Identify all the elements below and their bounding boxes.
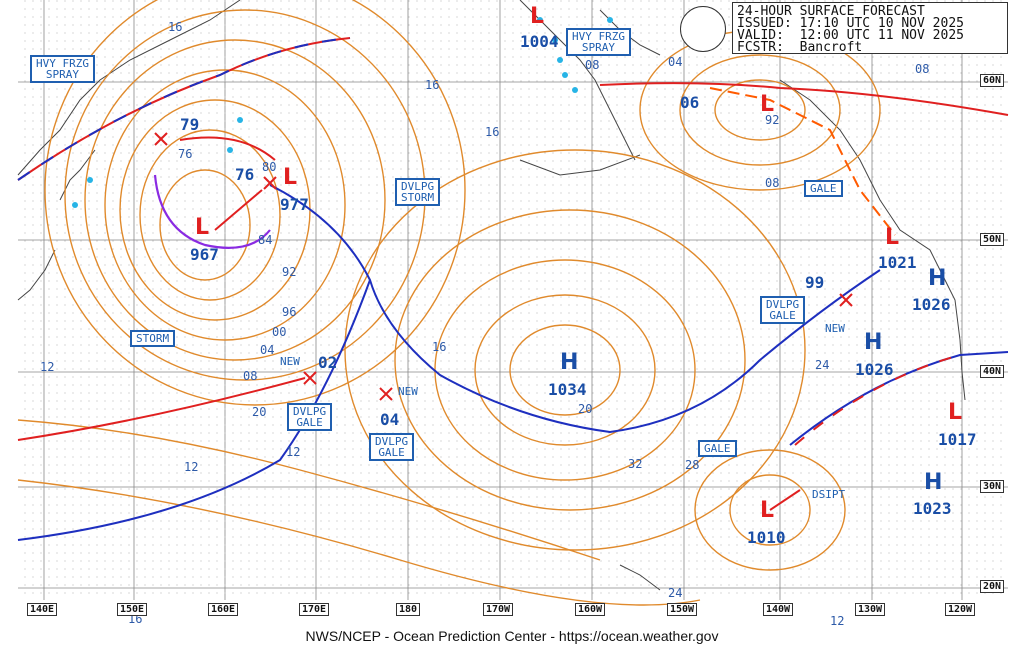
isobar-label: 16 [485, 125, 500, 139]
isobar-label: 24 [668, 586, 683, 600]
lat-label-50n: 50N [979, 233, 1004, 246]
lon-label: 120W [945, 603, 976, 616]
high-value-1026a: 1026 [912, 295, 951, 314]
lon-label: 140E [27, 603, 58, 616]
low-value-1017: 1017 [938, 430, 977, 449]
low-value-04: 04 [380, 410, 400, 429]
isobar-label: 12 [40, 360, 55, 374]
low-symbol-1017: L [948, 400, 963, 425]
info-forecaster: FCSTR: Bancroft [737, 40, 863, 55]
lat-label-30n: 30N [979, 480, 1004, 493]
lon-label: 170E [299, 603, 330, 616]
low-value-99: 99 [805, 273, 825, 292]
isobar-label: 20 [578, 402, 593, 416]
high-symbol-1026b: H [864, 330, 883, 355]
low-symbol-977: L [283, 165, 298, 190]
lon-label: 170W [483, 603, 514, 616]
high-value-1026b: 1026 [855, 360, 894, 379]
note-new-1: NEW [280, 355, 300, 368]
isobar-label: 00 [272, 325, 287, 339]
info-title: 24-HOUR SURFACE FORECAST [737, 4, 925, 19]
lon-label: 180 [396, 603, 421, 616]
warning-hvy-frzg-spray-west: HVY FRZG SPRAY [30, 55, 95, 83]
warning-hvy-frzg-spray-east: HVY FRZG SPRAY [566, 28, 631, 56]
low-value-1010: 1010 [747, 528, 786, 547]
lon-label: 130W [855, 603, 886, 616]
high-value-1034: 1034 [548, 380, 587, 399]
low-value-977: 977 [280, 195, 309, 214]
lat-label-20n: 20N [979, 580, 1004, 593]
lon-label: 160W [575, 603, 606, 616]
isobar-label: 08 [243, 369, 258, 383]
low-value-967: 967 [190, 245, 219, 264]
low-symbol-1010: L [760, 498, 775, 523]
isobar-label: 84 [258, 233, 273, 247]
lat-label-60n: 60N [979, 74, 1004, 87]
info-valid: VALID: 12:00 UTC 11 NOV 2025 [737, 28, 964, 43]
warning-dvlpg-gale-3: DVLPG GALE [760, 296, 806, 324]
warning-dvlpg-storm: DVLPG STORM [395, 178, 441, 206]
isobar-label: 08 [585, 58, 600, 72]
high-value-1023: 1023 [913, 499, 952, 518]
isobar-label: 96 [282, 305, 297, 319]
high-symbol-1026a: H [928, 266, 947, 291]
note-new-3: NEW [825, 322, 845, 335]
warning-gale-2: GALE [698, 440, 737, 457]
isobar-label: 80 [262, 160, 277, 174]
low-symbol-1021: L [885, 225, 900, 250]
isobar-label: 24 [815, 358, 830, 372]
low-value-92: 92 [765, 113, 780, 127]
warning-gale-1: GALE [804, 180, 843, 197]
isobar-label: 92 [282, 265, 297, 279]
high-symbol-1023: H [924, 470, 943, 495]
low-symbol-967: L [195, 215, 210, 240]
isobar-label: 20 [252, 405, 267, 419]
grid-dots [18, 0, 1008, 600]
isobar-label: 04 [260, 343, 275, 357]
warning-dvlpg-gale-1: DVLPG GALE [287, 403, 333, 431]
isobar-label: 08 [915, 62, 930, 76]
lat-label-40n: 40N [979, 365, 1004, 378]
footer-credit: NWS/NCEP - Ocean Prediction Center - htt… [305, 628, 719, 644]
low-value-02: 02 [318, 353, 338, 372]
low-value-1004: 1004 [520, 32, 559, 51]
isobar-label: 08 [765, 176, 780, 190]
lon-label: 160E [208, 603, 239, 616]
warning-dvlpg-gale-2: DVLPG GALE [369, 433, 415, 461]
isobar-label: 32 [628, 457, 643, 471]
isobar-label: 12 [830, 614, 845, 628]
isobar-label: 04 [668, 55, 683, 69]
forecast-info-box: 24-HOUR SURFACE FORECAST ISSUED: 17:10 U… [732, 2, 1008, 54]
low-value-1021: 1021 [878, 253, 917, 272]
isobar-label: 28 [685, 458, 700, 472]
low-centers [154, 132, 853, 401]
low-value-06: 06 [680, 93, 700, 112]
low-symbol-1004: L [530, 4, 545, 29]
noaa-logo [680, 6, 726, 52]
isobar-label: 12 [286, 445, 301, 459]
low-symbol-92: L [760, 92, 775, 117]
info-issued: ISSUED: 17:10 UTC 10 NOV 2025 [737, 16, 964, 31]
note-new-2: NEW [398, 385, 418, 398]
isobar-label: 76 [178, 147, 193, 161]
isobar-label: 16 [425, 78, 440, 92]
lon-label: 150E [117, 603, 148, 616]
isobar-label: 12 [184, 460, 199, 474]
note-dsipt: DSIPT [812, 488, 846, 501]
fronts [17, 37, 1009, 541]
warning-storm: STORM [130, 330, 176, 347]
low-value-79: 79 [180, 115, 200, 134]
isobar-label: 16 [432, 340, 447, 354]
isobar-label: 16 [168, 20, 183, 34]
high-symbol-1034: H [560, 350, 579, 375]
low-value-76: 76 [235, 165, 255, 184]
lon-label: 140W [763, 603, 794, 616]
lon-label: 150W [667, 603, 698, 616]
